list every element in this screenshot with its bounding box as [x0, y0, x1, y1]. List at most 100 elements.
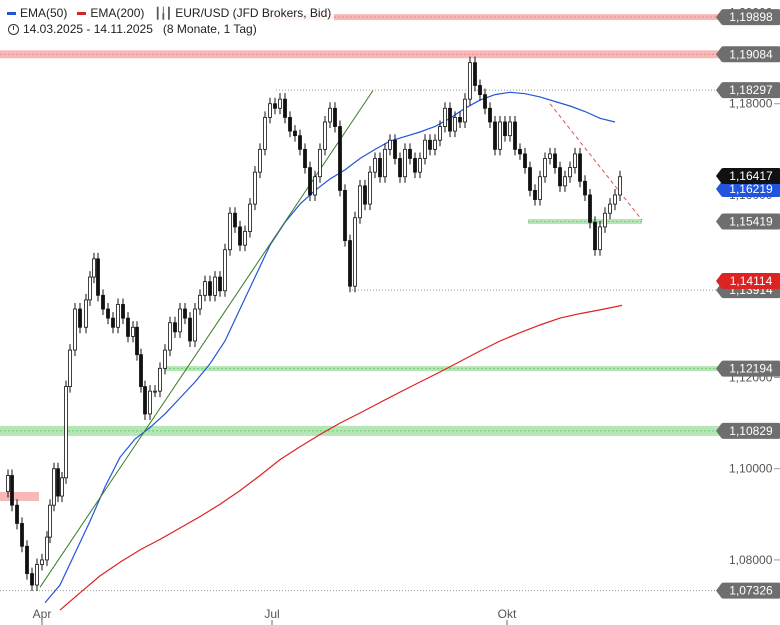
candle-body-46[interactable]	[218, 276, 222, 292]
candle-body-86[interactable]	[418, 158, 422, 173]
candle-body-54[interactable]	[258, 148, 262, 173]
candle-body-77[interactable]	[373, 158, 377, 173]
candle-body-50[interactable]	[238, 226, 242, 246]
candle-body-25[interactable]	[116, 304, 120, 328]
candle-body-19[interactable]	[88, 276, 92, 301]
candle-body-105[interactable]	[513, 121, 517, 150]
legend-instrument[interactable]: ┃╽┃ EUR/USD (JFD Brokers, Bid)	[154, 6, 331, 20]
candle-body-113[interactable]	[553, 153, 557, 169]
candle-body-52[interactable]	[248, 203, 252, 232]
candle-body-28[interactable]	[131, 326, 135, 337]
candle-body-48[interactable]	[228, 212, 232, 251]
candle-body-99[interactable]	[483, 94, 487, 109]
candle-body-27[interactable]	[126, 317, 130, 337]
candle-body-115[interactable]	[563, 176, 567, 187]
candle-body-78[interactable]	[378, 158, 382, 178]
candle-body-45[interactable]	[213, 276, 217, 296]
candle-body-40[interactable]	[188, 317, 192, 342]
candle-body-97[interactable]	[473, 62, 477, 86]
candle-body-102[interactable]	[498, 121, 502, 150]
candle-body-110[interactable]	[538, 176, 542, 200]
legend-ema200[interactable]: EMA(200)	[77, 6, 144, 20]
candle-body-123[interactable]	[603, 212, 607, 228]
candle-body-22[interactable]	[101, 294, 105, 310]
candle-body-39[interactable]	[183, 308, 187, 319]
candle-body-13[interactable]	[60, 477, 64, 497]
candle-body-96[interactable]	[468, 62, 472, 100]
candle-body-17[interactable]	[78, 308, 82, 328]
candle-body-109[interactable]	[533, 190, 537, 200]
candle-body-65[interactable]	[313, 176, 317, 196]
candle-body-117[interactable]	[573, 153, 577, 169]
candle-body-2[interactable]	[10, 475, 14, 506]
candle-body-24[interactable]	[111, 317, 115, 328]
candle-body-98[interactable]	[478, 85, 482, 96]
candle-body-20[interactable]	[92, 258, 96, 278]
candle-body-76[interactable]	[368, 171, 372, 205]
candle-body-120[interactable]	[588, 194, 592, 223]
candle-body-18[interactable]	[84, 299, 88, 328]
candle-body-1[interactable]	[6, 475, 10, 492]
candle-body-81[interactable]	[393, 139, 397, 159]
candle-body-36[interactable]	[168, 322, 172, 351]
candle-body-7[interactable]	[35, 564, 39, 586]
candle-body-14[interactable]	[64, 386, 68, 479]
candle-body-122[interactable]	[598, 226, 602, 251]
candle-body-94[interactable]	[458, 117, 462, 123]
candle-body-16[interactable]	[73, 308, 77, 351]
candle-body-55[interactable]	[263, 117, 267, 150]
candle-body-104[interactable]	[508, 121, 512, 137]
candle-body-30[interactable]	[139, 354, 143, 387]
candle-body-63[interactable]	[303, 148, 307, 169]
candle-body-124[interactable]	[608, 203, 612, 214]
candle-body-114[interactable]	[558, 167, 562, 187]
candle-body-35[interactable]	[163, 349, 167, 369]
candle-body-8[interactable]	[40, 559, 44, 565]
candle-body-60[interactable]	[288, 117, 292, 132]
candle-body-61[interactable]	[293, 130, 297, 137]
candle-body-67[interactable]	[323, 121, 327, 150]
candle-body-111[interactable]	[543, 158, 547, 178]
candle-body-15[interactable]	[68, 349, 72, 387]
candle-body-112[interactable]	[548, 153, 552, 159]
candle-body-29[interactable]	[135, 326, 139, 356]
candle-body-33[interactable]	[153, 390, 157, 393]
candle-body-87[interactable]	[423, 139, 427, 159]
candle-body-71[interactable]	[343, 190, 347, 241]
candle-body-88[interactable]	[428, 139, 432, 150]
candle-body-107[interactable]	[523, 153, 527, 169]
candle-body-85[interactable]	[413, 158, 417, 173]
candle-body-11[interactable]	[52, 468, 56, 506]
candle-body-66[interactable]	[318, 148, 322, 178]
candle-body-100[interactable]	[488, 107, 492, 123]
candle-body-44[interactable]	[208, 281, 212, 296]
candle-body-89[interactable]	[433, 139, 437, 150]
candle-body-42[interactable]	[198, 294, 202, 310]
candle-body-59[interactable]	[283, 98, 287, 118]
legend-ema50[interactable]: EMA(50)	[7, 6, 67, 20]
candle-body-119[interactable]	[583, 180, 587, 196]
candle-body-53[interactable]	[253, 171, 257, 205]
candle-body-125[interactable]	[613, 194, 617, 205]
candle-body-6[interactable]	[30, 573, 34, 586]
candle-body-32[interactable]	[148, 390, 152, 415]
candle-body-47[interactable]	[223, 249, 227, 292]
candle-body-83[interactable]	[403, 148, 407, 178]
candle-body-23[interactable]	[106, 308, 110, 319]
candle-body-84[interactable]	[408, 148, 412, 159]
candle-body-82[interactable]	[398, 158, 402, 178]
candle-body-21[interactable]	[96, 258, 100, 296]
candle-body-49[interactable]	[233, 212, 237, 228]
candle-body-12[interactable]	[56, 468, 60, 497]
candle-body-34[interactable]	[158, 367, 162, 392]
candle-body-38[interactable]	[178, 308, 182, 333]
candle-body-95[interactable]	[463, 98, 467, 123]
candle-body-103[interactable]	[503, 121, 507, 137]
candle-body-51[interactable]	[243, 231, 247, 246]
candle-body-90[interactable]	[438, 126, 442, 141]
candle-body-80[interactable]	[388, 139, 392, 150]
candle-body-31[interactable]	[143, 386, 147, 415]
candle-body-101[interactable]	[493, 121, 497, 150]
candle-body-58[interactable]	[278, 98, 282, 109]
candle-body-5[interactable]	[25, 545, 29, 575]
